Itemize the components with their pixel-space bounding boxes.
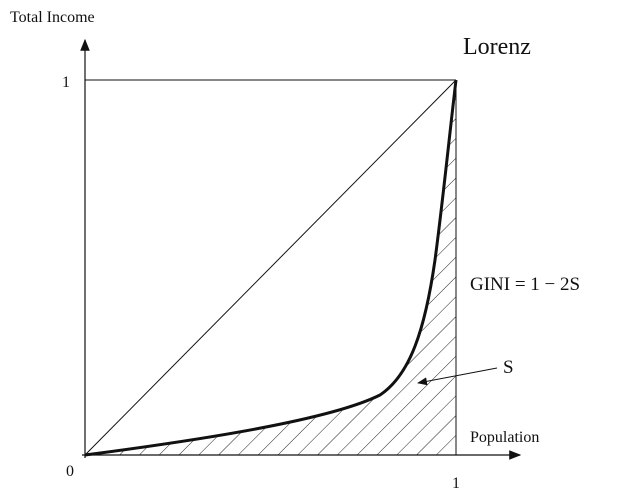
lorenz-curve xyxy=(84,79,458,457)
equality-line xyxy=(84,79,457,456)
y-tick-label: 1 xyxy=(62,74,70,91)
s-pointer xyxy=(417,367,498,386)
curve-label: Lorenz xyxy=(463,34,531,60)
x-axis-label: Population xyxy=(470,429,539,446)
area-label: S xyxy=(503,357,514,378)
area-s xyxy=(85,80,456,455)
origin-label: 0 xyxy=(66,463,74,480)
x-tick-label: 1 xyxy=(452,475,460,492)
y-axis-label: Total Income xyxy=(10,9,95,26)
formula: GINI = 1 − 2S xyxy=(470,274,580,295)
